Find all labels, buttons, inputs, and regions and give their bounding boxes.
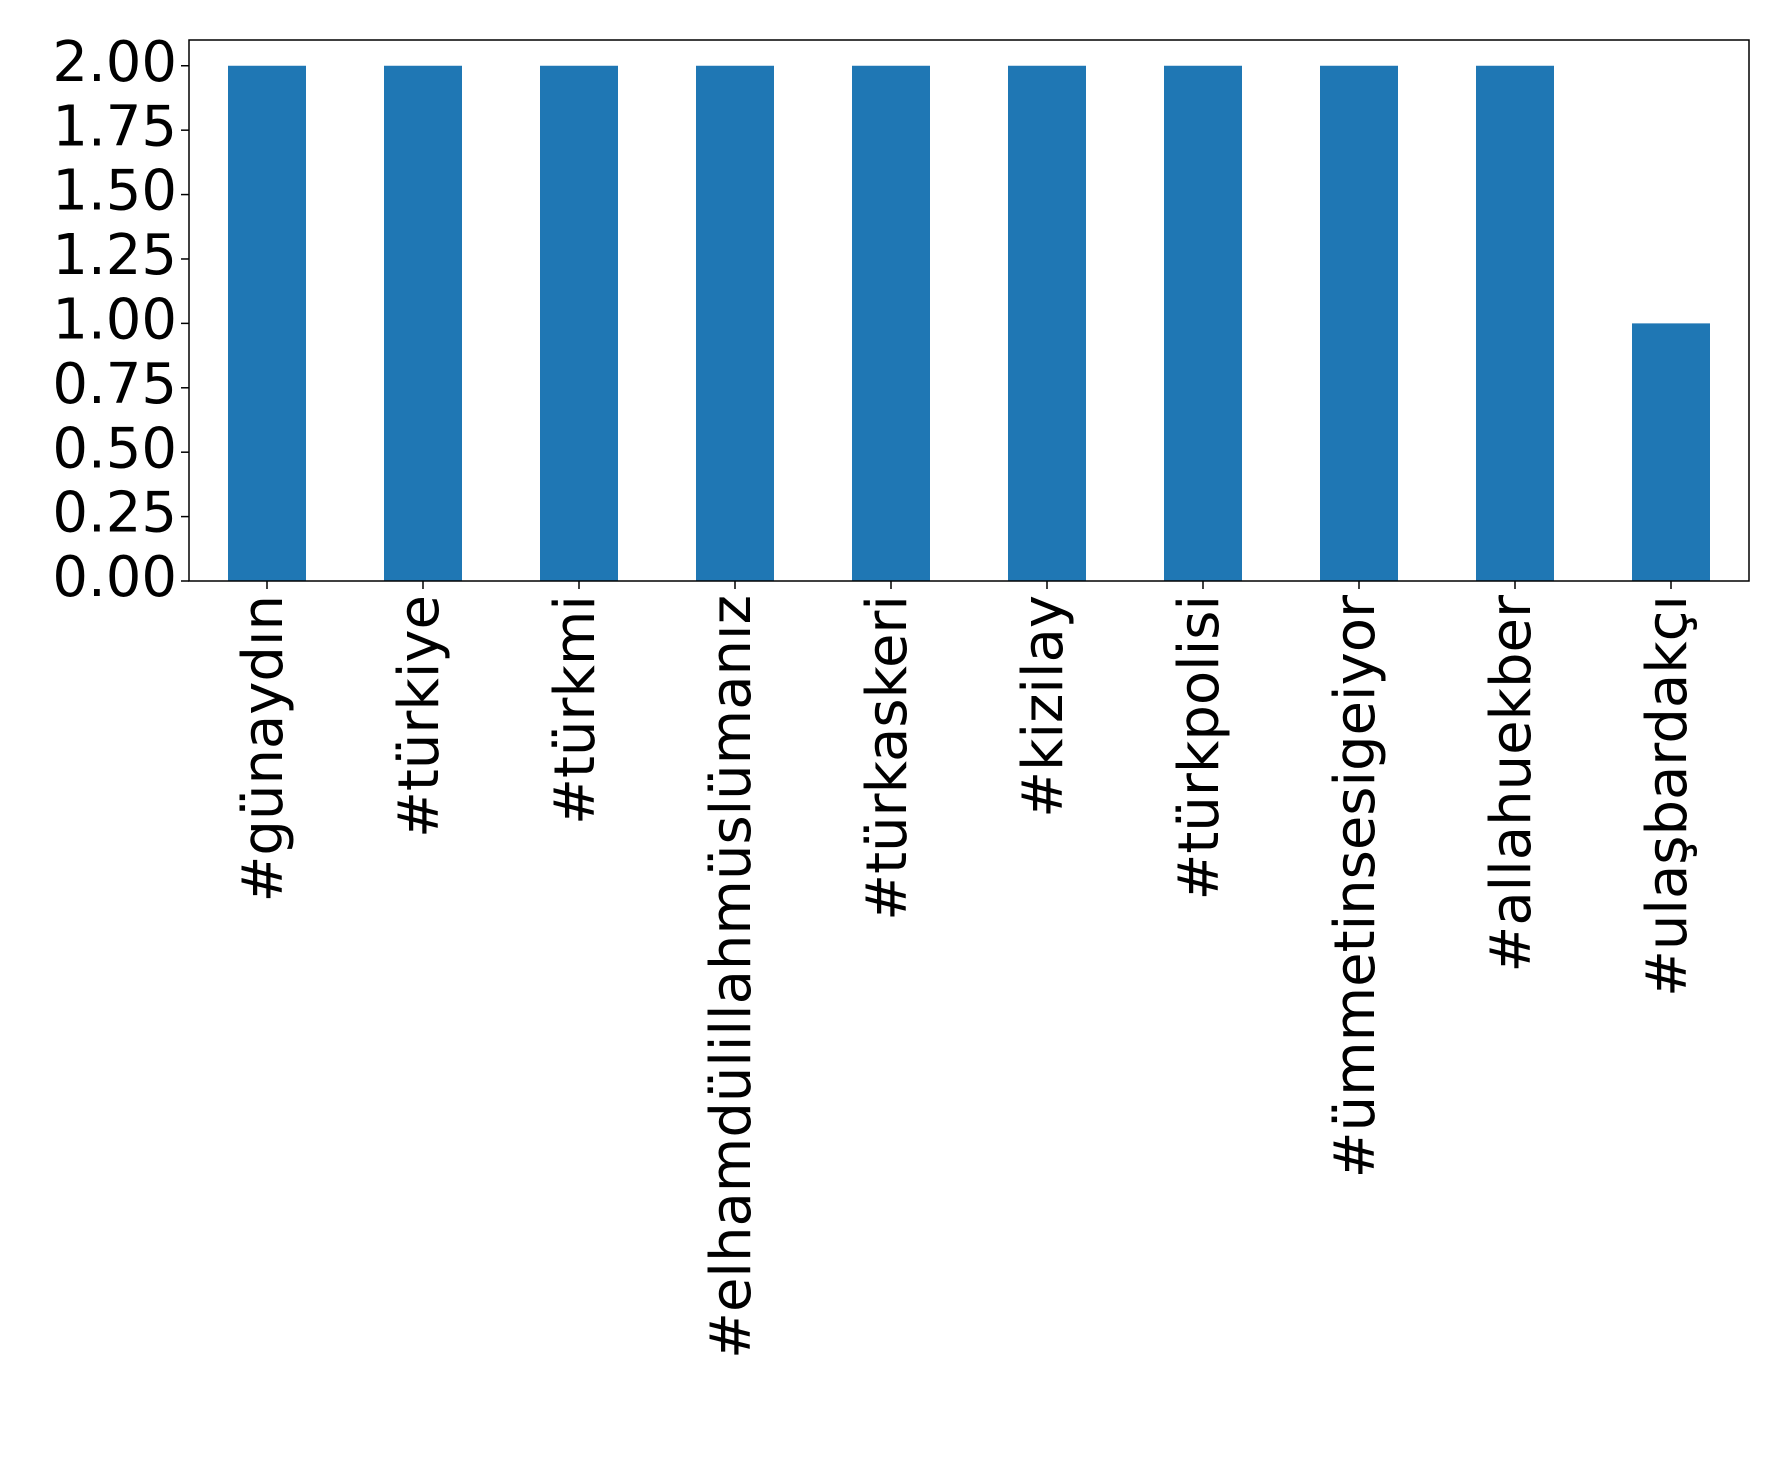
bar (696, 65, 774, 581)
y-tick-label: 0.25 (52, 481, 177, 546)
y-tick-label: 0.00 (52, 545, 177, 610)
x-tick-label: #kizilay (1011, 595, 1076, 818)
bar (540, 65, 618, 581)
y-tick-label: 0.50 (52, 416, 177, 481)
bar (1008, 65, 1086, 581)
y-tick-label: 1.50 (52, 159, 177, 224)
y-tick-label: 1.00 (52, 288, 177, 353)
plot-frame (188, 39, 1750, 582)
bar (1632, 323, 1710, 581)
x-tick-label: #ulaşbardakçı (1635, 595, 1700, 997)
bar (1320, 65, 1398, 581)
bar (228, 65, 306, 581)
x-tick-label: #günaydın (231, 595, 296, 903)
x-tick-label: #türkpolisi (1167, 595, 1232, 900)
x-tick-label: #türkiye (387, 595, 452, 838)
bar (852, 65, 930, 581)
bar (1476, 65, 1554, 581)
x-tick-label: #elhamdülillahmüslümanız (699, 595, 764, 1359)
y-tick-label: 1.25 (52, 223, 177, 288)
y-tick-label: 2.00 (52, 30, 177, 95)
y-tick-label: 0.75 (52, 352, 177, 417)
x-tick-label: #ümmetinsesigeiyor (1323, 594, 1388, 1178)
bar (384, 65, 462, 581)
x-tick-label: #allahuekber (1479, 594, 1544, 973)
x-tick-label: #türkmi (543, 595, 608, 825)
y-tick-label: 1.75 (52, 94, 177, 159)
x-tick-label: #türkaskeri (855, 595, 920, 921)
bar (1164, 65, 1242, 581)
